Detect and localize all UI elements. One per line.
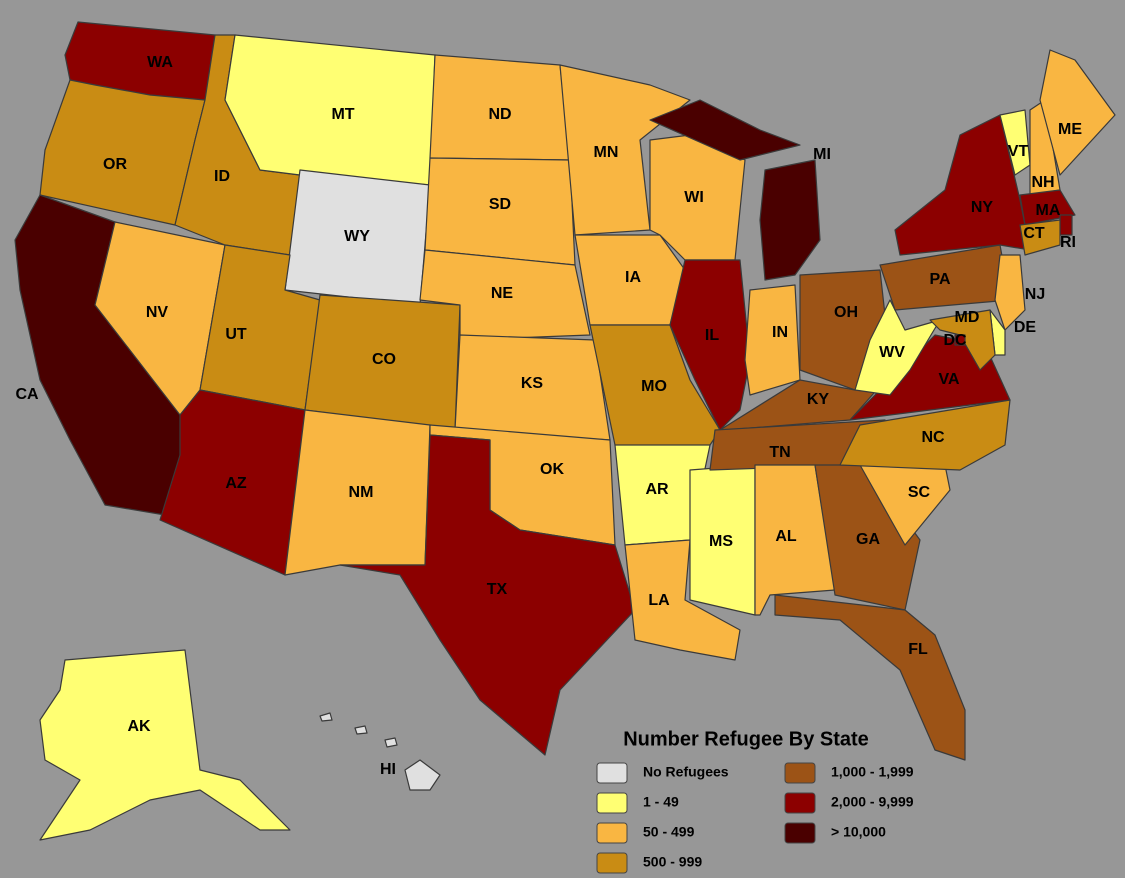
state-label: CT (1023, 225, 1045, 242)
state-shape (624, 539, 741, 661)
state-shape (39, 649, 291, 841)
legend-swatch (784, 822, 816, 844)
state-label: MA (1036, 202, 1061, 219)
state-label: GA (856, 531, 880, 548)
state-label: NC (921, 429, 945, 446)
state-label: NE (491, 285, 514, 302)
state-label: AR (645, 481, 669, 498)
state-shape (774, 594, 966, 761)
state-label: KS (521, 375, 544, 392)
state-label: ME (1058, 121, 1082, 138)
state-label: ND (488, 106, 511, 123)
legend-swatch (596, 762, 628, 784)
legend-label: 2,000 - 9,999 (831, 794, 914, 810)
legend-label: > 10,000 (831, 824, 886, 840)
state-label: OH (834, 304, 858, 321)
legend-swatch (596, 822, 628, 844)
states (14, 21, 1116, 841)
state-label: FL (908, 641, 928, 658)
state-shape (1059, 214, 1073, 236)
state-shape (854, 299, 941, 396)
state-label: AL (775, 528, 797, 545)
state-label: SC (908, 484, 931, 501)
state-label: MN (594, 144, 619, 161)
state-label: PA (929, 271, 950, 288)
state-label: AK (127, 718, 151, 735)
state-label: DC (943, 332, 967, 349)
state-label: NM (349, 484, 374, 501)
legend-label: No Refugees (643, 764, 729, 780)
state-label: CA (15, 386, 39, 403)
state-label: NJ (1025, 286, 1045, 303)
state-label: MT (331, 106, 354, 123)
state-label: WI (684, 189, 704, 206)
state-shape (1019, 219, 1061, 256)
state-label: OK (540, 461, 564, 478)
legend-swatch (596, 852, 628, 874)
state-label: AZ (225, 475, 247, 492)
legend-swatch (784, 762, 816, 784)
legend-label: 500 - 999 (643, 854, 702, 870)
state-label: WY (344, 228, 370, 245)
legend-label: 1,000 - 1,999 (831, 764, 914, 780)
state-label: IA (625, 269, 641, 286)
state-label: OR (103, 156, 127, 173)
state-label: UT (225, 326, 247, 343)
state-shape (744, 284, 801, 396)
legend-label: 1 - 49 (643, 794, 679, 810)
state-shape (339, 434, 636, 756)
state-label: SD (489, 196, 511, 213)
state-shape (649, 99, 821, 281)
state-shape (1039, 49, 1116, 176)
state-shape (994, 254, 1026, 331)
legend-swatch (596, 792, 628, 814)
state-label: TN (769, 444, 790, 461)
state-shape (929, 309, 996, 371)
state-label: TX (487, 581, 508, 598)
state-label: LA (648, 592, 670, 609)
state-shape (894, 114, 1031, 256)
legend-swatch (784, 792, 816, 814)
state-label: MD (955, 309, 980, 326)
state-label: NY (971, 199, 994, 216)
state-label: WV (879, 344, 905, 361)
state-label: MS (709, 533, 733, 550)
state-shape (669, 259, 751, 431)
state-label: DE (1014, 319, 1037, 336)
state-label: KY (807, 391, 830, 408)
legend: No Refugees 1 - 49 50 - 499 500 - 999 1,000 … (596, 762, 914, 874)
state-label: HI (380, 761, 396, 778)
state-label: NV (146, 304, 169, 321)
state-label: NH (1031, 174, 1054, 191)
state-label: VT (1008, 143, 1029, 160)
state-labels: WA OR CA NV ID MT WY UT CO AZ NM ND SD NE KS OK TX MN IA MO… (15, 54, 1082, 778)
legend-title: Number Refugee By State (623, 728, 869, 750)
legend-label: 50 - 499 (643, 824, 695, 840)
state-label: ID (214, 168, 230, 185)
state-label: WA (147, 54, 173, 71)
state-shape (319, 712, 441, 791)
state-shape (224, 34, 436, 186)
state-shape (954, 334, 966, 346)
state-label: IL (705, 327, 719, 344)
state-label: RI (1060, 234, 1076, 251)
state-label: MI (813, 146, 831, 163)
state-label: CO (372, 351, 396, 368)
state-label: VA (938, 371, 959, 388)
state-label: IN (772, 324, 788, 341)
state-label: MO (641, 378, 667, 395)
state-shape (839, 399, 1011, 471)
